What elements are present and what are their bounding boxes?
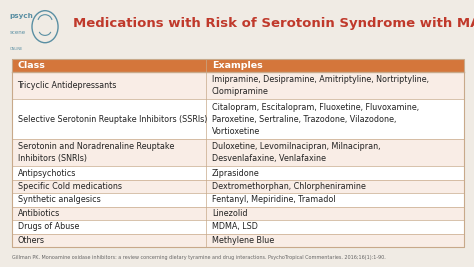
Bar [12,193,464,207]
Text: Linezolid: Linezolid [212,209,247,218]
Text: Medications with Risk of Serotonin Syndrome with MAOIs: Medications with Risk of Serotonin Syndr… [73,17,474,30]
Bar [12,234,464,247]
Bar [12,207,464,220]
Text: Tricyclic Antidepressants: Tricyclic Antidepressants [18,81,117,90]
Text: Others: Others [18,236,45,245]
Text: Duloxetine, Levomilnacipran, Milnacipran,
Desvenlafaxine, Venlafaxine: Duloxetine, Levomilnacipran, Milnacipran… [212,143,380,163]
Bar [12,180,464,193]
Text: Citalopram, Escitalopram, Fluoxetine, Fluvoxamine,
Paroxetine, Sertraline, Trazo: Citalopram, Escitalopram, Fluoxetine, Fl… [212,103,419,136]
Bar [12,59,464,72]
Text: MDMA, LSD: MDMA, LSD [212,222,258,231]
Text: Fentanyl, Mepiridine, Tramadol: Fentanyl, Mepiridine, Tramadol [212,195,336,205]
Bar [12,72,464,99]
Text: Dextromethorphan, Chlorpheniramine: Dextromethorphan, Chlorpheniramine [212,182,365,191]
Text: Specific Cold medications: Specific Cold medications [18,182,121,191]
Text: Class: Class [18,61,46,70]
Bar [12,220,464,234]
Text: Drugs of Abuse: Drugs of Abuse [18,222,79,231]
Text: Antipsychotics: Antipsychotics [18,168,76,178]
Text: Methylene Blue: Methylene Blue [212,236,274,245]
Bar [12,166,464,180]
Text: Synthetic analgesics: Synthetic analgesics [18,195,100,205]
Bar [12,139,464,166]
Text: Selective Serotonin Reuptake Inhibitors (SSRIs): Selective Serotonin Reuptake Inhibitors … [18,115,207,124]
Text: scene: scene [9,30,26,35]
Text: Examples: Examples [212,61,263,70]
Text: Imipramine, Desipramine, Amitriptyline, Nortriptyline,
Clomipramine: Imipramine, Desipramine, Amitriptyline, … [212,75,429,96]
Text: Ziprasidone: Ziprasidone [212,168,260,178]
Text: psych: psych [9,13,33,19]
Text: Antibiotics: Antibiotics [18,209,60,218]
Bar [12,99,464,139]
Bar [12,59,464,247]
Text: Gillman PK. Monoamine oxidase inhibitors: a review concerning dietary tyramine a: Gillman PK. Monoamine oxidase inhibitors… [12,255,386,260]
Text: Serotonin and Noradrenaline Reuptake
Inhibitors (SNRIs): Serotonin and Noradrenaline Reuptake Inh… [18,143,174,163]
Text: ONLINE: ONLINE [9,47,23,51]
